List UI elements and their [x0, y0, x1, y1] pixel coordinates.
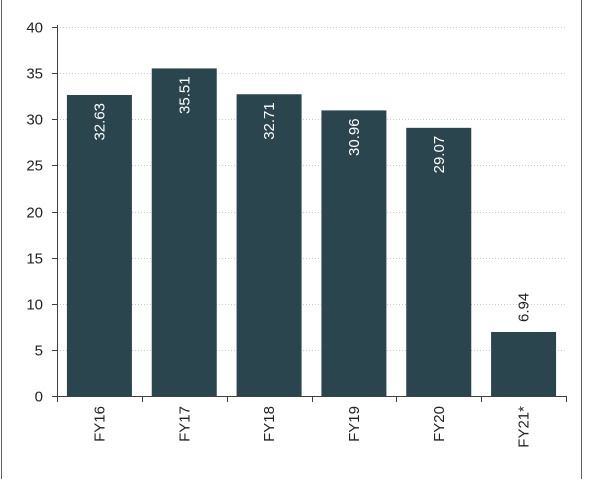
y-tick-label: 30	[26, 112, 43, 129]
bar	[66, 94, 132, 396]
y-tick-label: 35	[26, 66, 43, 83]
bar	[236, 94, 302, 397]
x-tick-label: FY21*	[516, 406, 533, 448]
y-tick-label: 40	[26, 20, 43, 37]
bars	[66, 68, 557, 397]
bar	[491, 331, 557, 396]
data-label: 32.63	[91, 103, 108, 141]
data-label: 6.94	[516, 293, 533, 322]
data-label: 29.07	[431, 136, 448, 174]
x-tick-label: FY18	[261, 406, 278, 442]
y-tick-label: 25	[26, 158, 43, 175]
bar	[406, 127, 472, 396]
axes	[52, 25, 567, 402]
y-tick-label: 20	[26, 205, 43, 222]
x-tick-label: FY17	[176, 406, 193, 442]
data-label: 30.96	[346, 118, 363, 156]
x-tick-label: FY20	[431, 406, 448, 442]
bar	[321, 110, 387, 397]
y-tick-label: 15	[26, 251, 43, 268]
bar	[151, 68, 217, 396]
gridlines	[57, 27, 566, 351]
y-tick-label: 10	[26, 297, 43, 314]
x-tick-label: FY16	[91, 406, 108, 442]
y-tick-label: 0	[35, 389, 43, 406]
x-tick-label: FY19	[346, 406, 363, 442]
y-tick-label: 5	[35, 343, 43, 360]
data-label: 35.51	[176, 76, 193, 114]
data-label: 32.71	[261, 102, 278, 140]
labels: 0 5 10 15 20 25 30 35 40 32.63 FY16 35.51 FY17 32.71 F…	[26, 20, 532, 448]
